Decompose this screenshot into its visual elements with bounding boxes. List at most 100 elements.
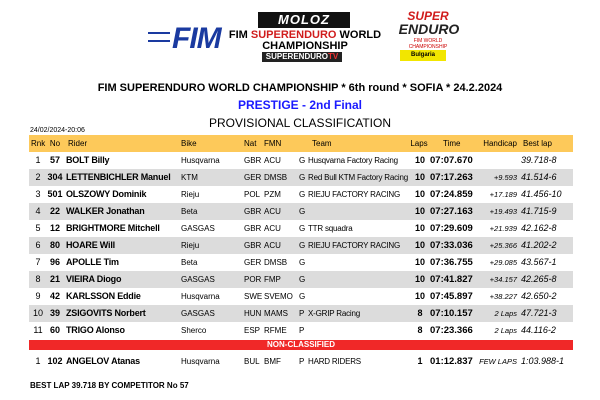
cell-best-lap: 44.116-2: [521, 325, 556, 335]
cell-bike: Rieju: [181, 190, 200, 199]
cell-time: 07:36.755: [430, 257, 473, 268]
table-row: 7 96 APOLLE Tim Beta GER DMSB G 10 07:36.755 +29.…: [29, 254, 573, 271]
col-no: No: [49, 139, 61, 148]
cell-bike: Rieju: [181, 241, 200, 250]
cell-number: 42: [49, 291, 60, 301]
cell-class: G: [299, 207, 306, 216]
cell-bike: Beta: [181, 207, 198, 216]
cell-time: 07:33.036: [430, 240, 473, 251]
table-row: 3 501 OLSZOWY Dominik Rieju POL PZM G RIEJU FAC…: [29, 186, 573, 203]
cell-rider-name: OLSZOWY Dominik: [66, 189, 147, 199]
cell-time: 07:17.263: [430, 172, 473, 183]
col-handicap: Handicap: [483, 139, 517, 148]
cell-handicap: +34.157: [489, 275, 517, 284]
event-title: FIM SUPERENDURO WORLD CHAMPIONSHIP * 6th…: [97, 82, 503, 94]
cell-handicap: +19.493: [489, 207, 517, 216]
cell-number: 21: [49, 274, 60, 284]
non-classified-banner: NON-CLASSIFIED: [29, 340, 573, 350]
col-rnk: Rnk: [31, 139, 46, 148]
cell-laps: 10: [414, 206, 425, 216]
cell-bike: GASGAS: [181, 309, 215, 318]
cell-laps: 10: [414, 155, 425, 165]
cell-laps: 8: [417, 308, 423, 318]
col-bike: Bike: [181, 139, 197, 148]
cell-federation: RFME: [264, 326, 287, 335]
cell-time: 07:27.163: [430, 206, 473, 217]
cell-number: 501: [47, 189, 63, 199]
cell-team: HARD RIDERS: [308, 357, 361, 366]
cell-handicap: +25.366: [489, 241, 517, 250]
cell-class: P: [299, 357, 305, 366]
sponsor-logo: Bulgaria: [400, 50, 446, 61]
superenduro-tv-logo: SUPERENDUROTV: [262, 52, 342, 62]
cell-best-lap: 42.265-8: [521, 274, 557, 284]
cell-best-lap: 42.162-8: [521, 223, 557, 233]
cell-rank: 10: [32, 308, 43, 318]
cell-best-lap: 47.721-3: [521, 308, 557, 318]
cell-rider-name: BOLT Billy: [66, 155, 110, 165]
world-championship-text: FIM WORLD CHAMPIONSHIP: [408, 38, 448, 50]
cell-nationality: POR: [244, 275, 262, 284]
best-lap-summary: BEST LAP 39.718 BY COMPETITOR No 57: [30, 381, 189, 390]
table-row: 2 304 LETTENBICHLER Manuel KTM GER DMSB G Red B…: [29, 169, 573, 186]
cell-federation: ACU: [264, 241, 281, 250]
cell-best-lap: 41.715-9: [521, 206, 557, 216]
cell-nationality: HUN: [244, 309, 262, 318]
table-row: 10 39 ZSIGOVITS Norbert GASGAS HUN MAMS P X-GRI…: [29, 305, 573, 322]
cell-handicap: 2 Laps: [494, 326, 517, 335]
cell-nationality: GBR: [244, 224, 262, 233]
cell-class: G: [299, 156, 306, 165]
cell-bike: Sherco: [181, 326, 207, 335]
cell-number: 96: [49, 257, 60, 267]
col-laps: Laps: [410, 139, 428, 148]
table-row: 5 12 BRIGHTMORE Mitchell GASGAS GBR ACU G TTR s…: [29, 220, 573, 237]
cell-rank: 9: [35, 291, 41, 301]
cell-nationality: GBR: [244, 241, 262, 250]
cell-team: X-GRIP Racing: [308, 309, 360, 318]
cell-best-lap: 41.202-2: [521, 240, 557, 250]
cell-handicap: 2 Laps: [494, 309, 517, 318]
cell-rider-name: KARLSSON Eddie: [66, 291, 141, 301]
col-rider: Rider: [68, 139, 88, 148]
cell-best-lap: 41.514-6: [521, 172, 557, 182]
col-time: Time: [443, 139, 461, 148]
cell-bike: GASGAS: [181, 224, 215, 233]
cell-nationality: GER: [244, 173, 262, 182]
cell-rider-name: TRIGO Alonso: [66, 325, 125, 335]
cell-rider-name: WALKER Jonathan: [66, 206, 145, 216]
classification-title: PROVISIONAL CLASSIFICATION: [208, 116, 392, 130]
cell-nationality: POL: [244, 190, 261, 199]
cell-laps: 10: [414, 223, 425, 233]
cell-rider-name: LETTENBICHLER Manuel: [66, 172, 171, 182]
cell-laps: 8: [417, 325, 423, 335]
cell-handicap: +9.593: [493, 173, 517, 182]
cell-time: 07:10.157: [430, 308, 473, 319]
col-fmn: FMN: [264, 139, 282, 148]
cell-laps: 10: [414, 274, 425, 284]
cell-rider-name: ZSIGOVITS Norbert: [66, 308, 146, 318]
table-row: 8 21 VIEIRA Diogo GASGAS POR FMP G 10 07:41.827 +…: [29, 271, 573, 288]
cell-federation: ACU: [264, 156, 281, 165]
cell-bike: Husqvarna: [181, 292, 220, 301]
table-row: 4 22 WALKER Jonathan Beta GBR ACU G 10 07:27.163…: [29, 203, 573, 220]
cell-rider-name: ANGELOV Atanas: [66, 356, 140, 366]
superenduro-logo-text: ENDURO: [398, 21, 460, 37]
cell-federation: MAMS: [264, 309, 288, 318]
cell-rank: 6: [35, 240, 41, 250]
cell-nationality: BUL: [244, 357, 260, 366]
cell-team: Red Bull KTM Factory Racing: [308, 173, 408, 182]
cell-rider-name: HOARE Will: [66, 240, 115, 250]
cell-handicap: +38.227: [489, 292, 517, 301]
cell-class: G: [299, 173, 306, 182]
cell-rank: 8: [35, 274, 41, 284]
col-best-lap: Best lap: [523, 139, 552, 148]
cell-nationality: SWE: [244, 292, 263, 301]
cell-best-lap: 43.567-1: [521, 257, 557, 267]
cell-number: 102: [47, 356, 63, 366]
cell-federation: ACU: [264, 207, 281, 216]
cell-team: TTR squadra: [308, 224, 353, 233]
cell-bike: GASGAS: [181, 275, 215, 284]
cell-rank: 5: [35, 223, 41, 233]
cell-class: G: [299, 224, 306, 233]
cell-rank: 1: [35, 356, 41, 366]
